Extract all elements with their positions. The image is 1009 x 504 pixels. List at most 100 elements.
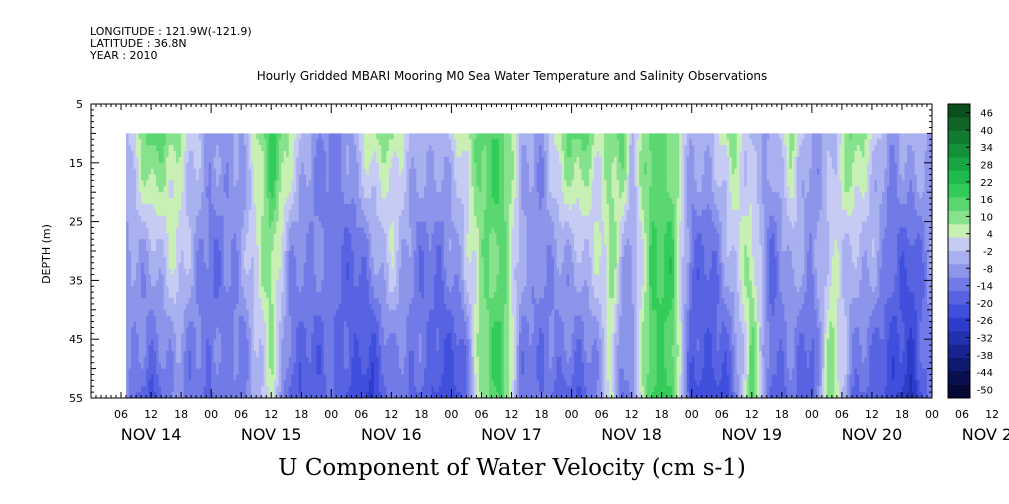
heatmap-cell — [186, 368, 190, 375]
heatmap-cell — [306, 333, 310, 340]
heatmap-cell — [396, 239, 400, 246]
heatmap-cell — [163, 251, 167, 258]
heatmap-cell — [138, 133, 142, 140]
heatmap-cell — [166, 309, 169, 317]
heatmap-cell — [353, 174, 357, 181]
heatmap-cell — [326, 139, 330, 146]
heatmap-cell — [153, 339, 157, 346]
heatmap-cell — [221, 151, 225, 158]
heatmap-cell — [293, 298, 297, 305]
heatmap-cell — [331, 298, 335, 305]
heatmap-cell — [263, 233, 267, 240]
heatmap-cell — [238, 251, 242, 258]
heatmap-cell — [341, 162, 345, 170]
heatmap-cell — [376, 233, 380, 240]
heatmap-cell — [206, 174, 210, 181]
heatmap-cell — [341, 151, 345, 158]
heatmap-cell — [368, 133, 372, 140]
heatmap-cell — [136, 356, 139, 364]
heatmap-cell — [351, 139, 355, 146]
heatmap-cell — [311, 162, 315, 170]
heatmap-cell — [336, 221, 340, 228]
heatmap-cell — [338, 303, 342, 311]
heatmap-cell — [296, 362, 300, 369]
heatmap-cell — [136, 268, 139, 275]
heatmap-cell — [398, 162, 402, 170]
heatmap-cell — [386, 168, 390, 175]
heatmap-cell — [141, 327, 144, 334]
heatmap-cell — [233, 215, 237, 222]
heatmap-cell — [318, 251, 322, 258]
heatmap-cell — [241, 203, 245, 211]
heatmap-cell — [173, 380, 177, 387]
heatmap-cell — [193, 192, 197, 199]
heatmap-cell — [321, 327, 325, 334]
heatmap-cell — [296, 315, 300, 322]
heatmap-cell — [308, 233, 312, 240]
heatmap-cell — [223, 392, 227, 399]
heatmap-cell — [356, 151, 360, 158]
heatmap-cell — [243, 139, 247, 146]
heatmap-cell — [176, 268, 179, 275]
heatmap-cell — [356, 298, 360, 305]
heatmap-cell — [173, 156, 177, 164]
heatmap-cell — [323, 227, 327, 234]
heatmap-cell — [221, 327, 225, 334]
heatmap-cell — [366, 280, 370, 287]
heatmap-cell — [176, 209, 179, 217]
heatmap-cell — [151, 221, 154, 228]
heatmap-cell — [363, 227, 367, 234]
heatmap-cell — [148, 133, 152, 140]
heatmap-cell — [326, 262, 330, 270]
heatmap-cell — [358, 321, 362, 328]
heatmap-cell — [401, 339, 405, 346]
heatmap-cell — [386, 215, 390, 222]
heatmap-cell — [303, 362, 307, 369]
heatmap-cell — [136, 386, 139, 393]
heatmap-cell — [328, 298, 332, 305]
heatmap-cell — [356, 321, 360, 328]
heatmap-cell — [203, 215, 207, 222]
heatmap-cell — [376, 380, 380, 387]
heatmap-cell — [233, 262, 237, 270]
heatmap-cell — [226, 227, 230, 234]
heatmap-cell — [388, 350, 392, 358]
heatmap-cell — [193, 186, 197, 193]
heatmap-cell — [361, 303, 365, 311]
heatmap-cell — [131, 268, 134, 275]
heatmap-cell — [358, 162, 362, 170]
heatmap-cell — [268, 174, 272, 181]
heatmap-cell — [378, 321, 382, 328]
heatmap-cell — [176, 292, 179, 299]
heatmap-cell — [188, 380, 192, 387]
heatmap-cell — [206, 339, 210, 346]
heatmap-cell — [398, 198, 402, 205]
heatmap-cell — [336, 268, 340, 275]
heatmap-cell — [261, 298, 265, 305]
heatmap-cell — [271, 262, 275, 270]
heatmap-cell — [371, 162, 375, 170]
heatmap-cell — [201, 303, 205, 311]
heatmap-cell — [301, 215, 305, 222]
heatmap-cell — [366, 245, 370, 252]
heatmap-cell — [128, 303, 132, 311]
heatmap-cell — [161, 303, 164, 311]
heatmap-cell — [163, 286, 167, 293]
heatmap-cell — [238, 356, 242, 364]
heatmap-cell — [386, 145, 390, 152]
heatmap-cell — [291, 239, 295, 246]
heatmap-cell — [361, 203, 365, 211]
heatmap-cell — [226, 156, 230, 164]
heatmap-cell — [221, 298, 225, 305]
heatmap-cell — [158, 256, 162, 264]
heatmap-cell — [336, 251, 340, 258]
heatmap-cell — [171, 386, 174, 393]
heatmap-cell — [338, 374, 342, 381]
heatmap-cell — [183, 168, 187, 175]
heatmap-cell — [346, 315, 350, 322]
heatmap-cell — [206, 198, 210, 205]
heatmap-cell — [126, 239, 129, 246]
heatmap-cell — [308, 286, 312, 293]
heatmap-cell — [388, 286, 392, 293]
heatmap-cell — [291, 286, 295, 293]
